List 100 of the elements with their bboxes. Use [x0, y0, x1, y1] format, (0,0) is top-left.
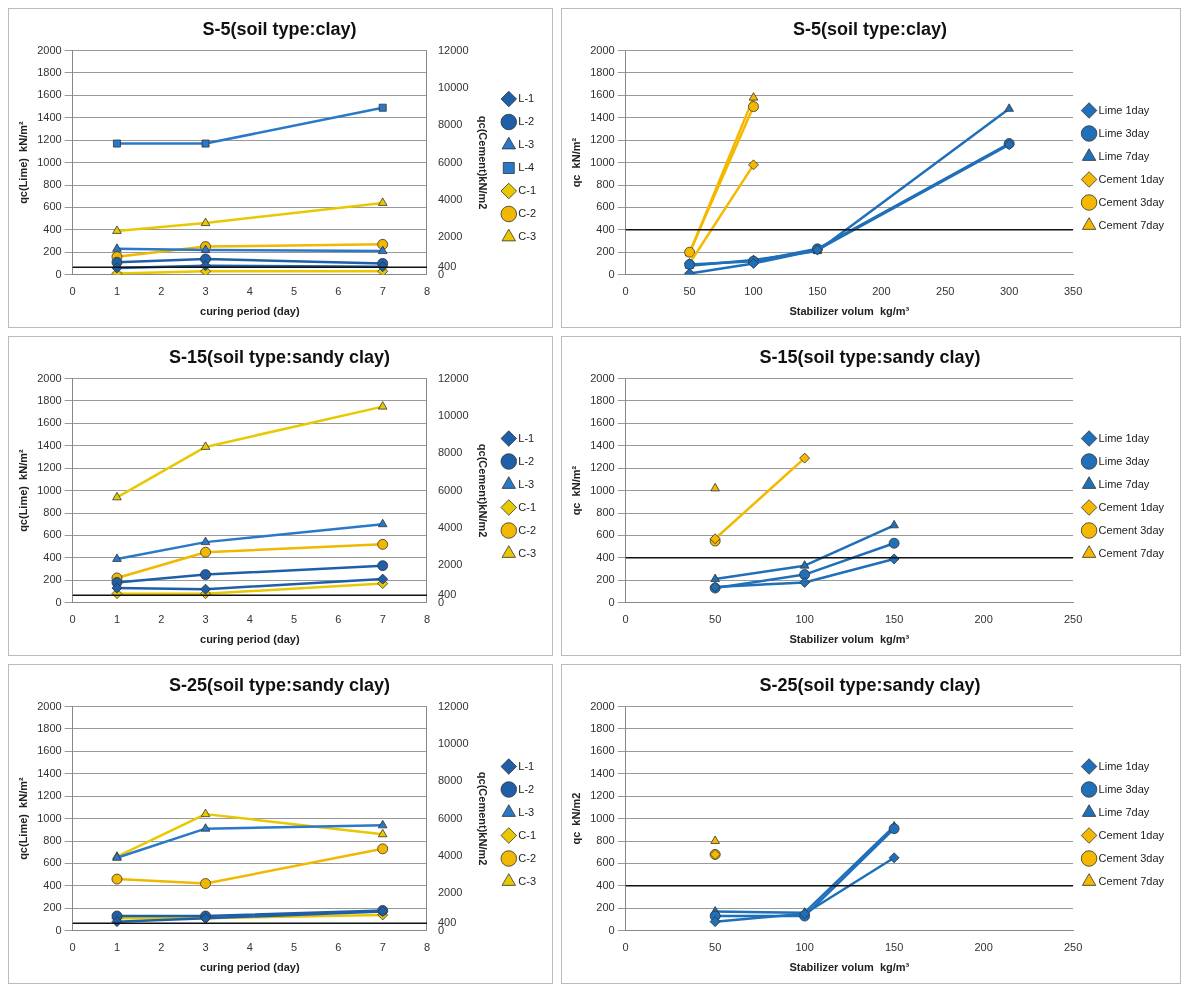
y-axis-title: qc kN/m²	[569, 137, 582, 188]
legend-label: C-3	[518, 230, 537, 243]
x-tick-label: 200	[974, 941, 993, 954]
x-tick-label: 2	[158, 613, 165, 626]
y-tick-label: 1400	[590, 766, 615, 779]
y-tick-label: 1000	[37, 811, 62, 824]
x-axis-title: curing period (day)	[200, 633, 300, 646]
y-tick-label: 400	[596, 550, 615, 563]
legend-label: Lime 7day	[1098, 477, 1150, 490]
y2-tick-label: 2000	[437, 886, 463, 899]
legend-label: Lime 1day	[1098, 431, 1150, 444]
x-tick-label: 5	[291, 941, 298, 954]
y-tick-label: 200	[596, 901, 615, 914]
x-tick-label: 250	[1063, 941, 1083, 954]
legend-label: L-4	[518, 161, 535, 174]
y2-axis-title: qc(Cement)kN/m2	[477, 771, 490, 866]
x-axis-title: Stabilizer volum kg/m³	[789, 305, 910, 318]
y2-tick-label: 6000	[437, 155, 463, 168]
y-tick-label: 1400	[590, 438, 615, 451]
x-axis-title: curing period (day)	[200, 961, 300, 974]
legend-label: Cement 3day	[1098, 195, 1165, 208]
legend-label: C-1	[518, 500, 537, 513]
x-tick-label: 150	[884, 941, 904, 954]
y-tick-label: 1000	[37, 155, 62, 168]
y-axis-title: qc(Lime) kN/m²	[16, 777, 29, 860]
legend-label: C-2	[518, 207, 537, 220]
y2-tick-label: 10000	[437, 408, 469, 421]
legend-label: L-3	[518, 477, 535, 490]
legend-label: Lime 3day	[1098, 782, 1150, 795]
x-tick-label: 150	[884, 613, 904, 626]
x-tick-label: 7	[379, 285, 386, 298]
legend-label: Lime 1day	[1098, 103, 1150, 116]
y-tick-label: 1200	[37, 789, 62, 802]
legend-label: L-1	[518, 92, 535, 105]
x-tick-label: 2	[158, 941, 165, 954]
x-tick-label: 3	[202, 941, 209, 954]
y-tick-label: 2000	[37, 371, 62, 384]
legend-label: Cement 1day	[1098, 172, 1165, 185]
legend-label: Cement 7day	[1098, 218, 1165, 231]
x-tick-label: 200	[974, 613, 993, 626]
y-axis-title: qc kN/m2	[569, 792, 582, 845]
x-tick-label: 150	[808, 285, 827, 298]
y-tick-label: 1000	[590, 483, 615, 496]
y-tick-label: 600	[596, 856, 615, 869]
legend-label: Lime 3day	[1098, 454, 1150, 467]
x-tick-label: 6	[335, 941, 342, 954]
legend-label: L-3	[518, 138, 535, 151]
y-tick-label: 0	[55, 595, 62, 608]
x-tick-label: 7	[379, 613, 386, 626]
y2-tick-label: 4000	[437, 848, 463, 861]
legend-label: C-3	[518, 546, 537, 559]
y-tick-label: 1600	[590, 88, 615, 101]
y-tick-label: 1800	[590, 394, 615, 407]
y-tick-label: 800	[43, 506, 62, 519]
y2-tick-label: 8000	[437, 118, 463, 131]
x-axis-title: curing period (day)	[200, 305, 300, 318]
legend-label: Lime 1day	[1098, 759, 1150, 772]
chart-title: S-25(soil type:sandy clay)	[168, 674, 391, 695]
x-tick-label: 0	[69, 613, 76, 626]
legend-label: L-1	[518, 431, 535, 444]
x-tick-label: 350	[1063, 285, 1083, 298]
legend-label: C-2	[518, 523, 537, 536]
legend-label: C-3	[518, 874, 537, 887]
y2-tick-label: 10000	[437, 736, 469, 749]
legend-label: L-1	[518, 759, 535, 772]
y-tick-label: 600	[43, 200, 62, 213]
y-tick-label: 400	[43, 222, 62, 235]
y2-tick-label: 6000	[437, 483, 463, 496]
y-tick-label: 2000	[590, 699, 615, 712]
x-tick-label: 50	[709, 941, 722, 954]
chart-title: S-15(soil type:sandy clay)	[759, 346, 981, 367]
x-tick-label: 50	[709, 613, 722, 626]
y-tick-label: 1400	[590, 110, 615, 123]
y-axis-title: qc kN/m²	[569, 465, 582, 516]
x-tick-label: 8	[423, 613, 431, 626]
x-tick-label: 5	[291, 285, 298, 298]
x-tick-label: 100	[744, 285, 763, 298]
chart-title: S-15(soil type:sandy clay)	[168, 346, 391, 367]
y-tick-label: 1400	[37, 766, 62, 779]
y-tick-label: 800	[43, 178, 62, 191]
y-tick-label: 1200	[590, 789, 615, 802]
y-tick-label: 1200	[590, 461, 615, 474]
y-tick-label: 1200	[37, 461, 62, 474]
y-tick-label: 600	[43, 528, 62, 541]
y-tick-label: 1400	[37, 110, 62, 123]
y2-tick-label: 6000	[437, 811, 463, 824]
x-tick-label: 250	[1063, 613, 1083, 626]
x-tick-label: 300	[999, 285, 1019, 298]
legend-label: C-1	[518, 184, 537, 197]
x-tick-label: 4	[246, 941, 253, 954]
y-tick-label: 1200	[37, 133, 62, 146]
y-tick-label: 2000	[37, 43, 62, 56]
x-tick-label: 4	[246, 285, 253, 298]
x-tick-label: 8	[423, 941, 431, 954]
y-tick-label: 1800	[590, 66, 615, 79]
y2-tick-label: 8000	[437, 446, 463, 459]
y2-tick-label: 10000	[437, 80, 469, 93]
x-tick-label: 2	[158, 285, 165, 298]
legend-label: L-2	[518, 454, 535, 467]
x-tick-label: 0	[69, 941, 76, 954]
